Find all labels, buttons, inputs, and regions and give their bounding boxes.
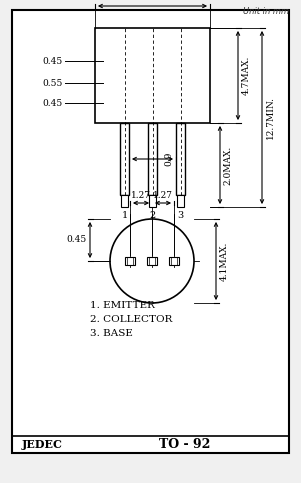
Text: Unit in mm: Unit in mm xyxy=(243,7,289,16)
Bar xyxy=(177,195,184,207)
Text: 4.7MAX.: 4.7MAX. xyxy=(242,56,251,95)
Circle shape xyxy=(110,219,194,303)
Text: 12.7MIN.: 12.7MIN. xyxy=(266,96,275,139)
Text: TO - 92: TO - 92 xyxy=(159,439,211,452)
Bar xyxy=(169,257,179,265)
Bar xyxy=(147,257,157,265)
Bar xyxy=(125,257,135,265)
Text: 2.0MAX.: 2.0MAX. xyxy=(223,145,232,185)
Text: 5.1MAX.: 5.1MAX. xyxy=(133,0,172,2)
Text: 0.45: 0.45 xyxy=(43,57,63,66)
Text: 3. BASE: 3. BASE xyxy=(90,328,133,338)
Bar xyxy=(121,195,128,207)
Text: JEDEC: JEDEC xyxy=(22,440,62,451)
Text: 1.27: 1.27 xyxy=(153,191,173,200)
Text: 2. COLLECTOR: 2. COLLECTOR xyxy=(90,314,172,324)
Bar xyxy=(176,123,185,195)
Bar xyxy=(149,195,156,207)
Bar xyxy=(148,123,157,195)
Text: 0.45: 0.45 xyxy=(67,236,87,244)
Text: 1: 1 xyxy=(121,211,128,220)
Bar xyxy=(120,123,129,195)
Text: 0.9: 0.9 xyxy=(165,152,173,166)
Text: 0.45: 0.45 xyxy=(43,99,63,108)
Text: 2: 2 xyxy=(149,211,156,220)
Text: 1.27: 1.27 xyxy=(131,191,151,200)
Text: 3: 3 xyxy=(177,211,184,220)
Text: 0.55: 0.55 xyxy=(43,79,63,87)
Text: 4.1MAX.: 4.1MAX. xyxy=(220,242,229,281)
Text: 1. EMITTER: 1. EMITTER xyxy=(90,300,155,310)
Bar xyxy=(95,28,210,123)
